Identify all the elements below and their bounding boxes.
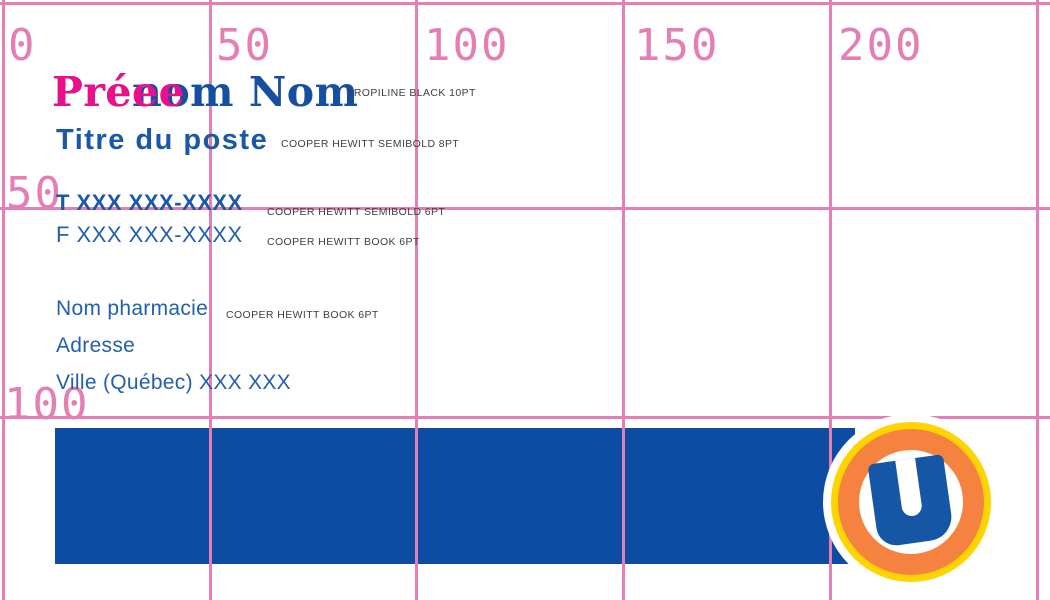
logo-yellow-ring	[831, 422, 991, 582]
name-block: Prénom Nom Préee	[52, 72, 359, 113]
grid-vline-50	[209, 0, 212, 600]
name-overlay-text: Préee	[52, 68, 186, 116]
grid-vline-right	[1036, 0, 1039, 600]
ruler-label-left-100: 100	[4, 379, 90, 430]
grid-vline-100	[415, 0, 418, 600]
fax-text: F XXX XXX-XXXX	[56, 222, 243, 247]
logo-white-halo	[823, 414, 999, 590]
name-text: Prénom Nom	[52, 68, 359, 116]
pharmacy-name-text: Nom pharmacie	[56, 297, 209, 320]
grid-hline-50	[0, 207, 1050, 210]
logo-inner-circle	[859, 450, 963, 554]
ruler-label-left-50: 50	[6, 168, 63, 219]
ruler-label-top-200: 200	[838, 20, 924, 71]
pharmacy-font-annotation: COOPER HEWITT BOOK 6PT	[226, 309, 379, 321]
job-title-font-annotation: COOPER HEWITT SEMIBOLD 8PT	[281, 138, 460, 150]
ruler-label-top-0: 0	[8, 20, 37, 71]
grid-hline-0	[0, 2, 1050, 5]
address-text: Adresse	[56, 334, 136, 357]
name-font-annotation: TROPILINE BLACK 10PT	[347, 87, 476, 99]
logo-orange-ring	[838, 429, 984, 575]
grid-vline-0	[2, 0, 5, 600]
grid-vline-200	[829, 0, 832, 600]
grid-vline-150	[622, 0, 625, 600]
city-text: Ville (Québec) XXX XXX	[56, 371, 291, 394]
phone-text: T XXX XXX-XXXX	[56, 190, 243, 215]
ruler-label-top-50: 50	[216, 20, 273, 71]
phone-font-annotation: COOPER HEWITT SEMIBOLD 6PT	[267, 206, 446, 218]
ruler-label-top-100: 100	[424, 20, 510, 71]
fax-font-annotation: COOPER HEWITT BOOK 6PT	[267, 236, 420, 248]
job-title-text: Titre du poste	[56, 124, 269, 156]
logo-u-letter-icon	[867, 454, 955, 548]
ruler-label-top-150: 150	[634, 20, 720, 71]
brand-bar	[55, 428, 855, 564]
grid-hline-100	[0, 416, 1050, 419]
logo-u-slot	[895, 458, 923, 518]
